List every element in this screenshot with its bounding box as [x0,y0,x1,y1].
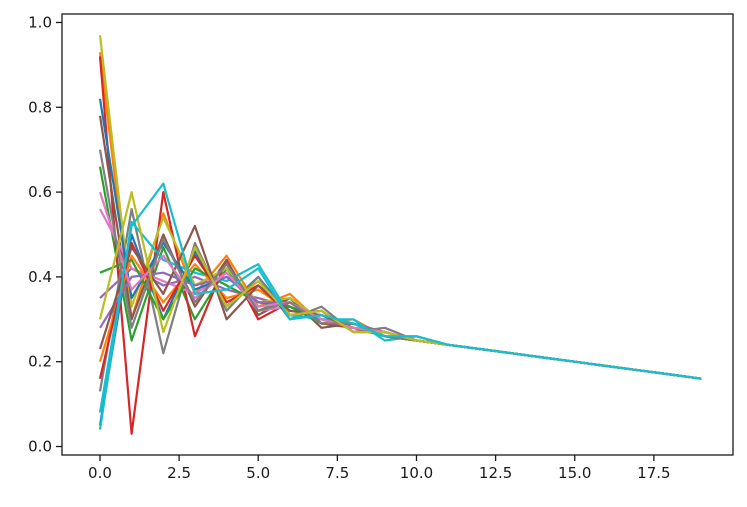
x-tick-label: 5.0 [246,464,270,482]
y-tick-label: 0.0 [28,438,52,456]
series-line-1 [98,52,702,380]
x-tick-label: 10.0 [400,464,433,482]
series-line-4 [99,267,702,380]
x-tick-label: 15.0 [558,464,591,482]
x-tick-label: 12.5 [479,464,512,482]
series-line-3 [98,56,702,435]
y-tick-label: 0.4 [28,268,52,286]
x-tick-label: 2.5 [167,464,191,482]
x-axis: 0.0 2.5 5.0 7.5 10.0 12.5 15.0 17.5 [88,455,671,482]
series-line-18 [98,191,702,380]
y-tick-label: 1.0 [28,13,52,31]
series-line-15 [98,224,702,380]
series-line-9 [98,220,702,430]
x-tick-label: 17.5 [637,464,670,482]
series-line-14 [99,271,702,380]
y-tick-label: 0.8 [28,98,52,116]
x-tick-label: 0.0 [88,464,112,482]
series-line-19 [98,182,702,413]
axes-frame [61,13,734,456]
series-line-16 [98,191,702,380]
series-line-8 [98,35,702,380]
series-layer [98,35,702,435]
y-tick-label: 0.2 [28,353,52,371]
y-axis: 0.0 0.2 0.4 0.6 0.8 1.0 [28,13,62,456]
y-tick-label: 0.6 [28,183,52,201]
x-tick-label: 7.5 [325,464,349,482]
